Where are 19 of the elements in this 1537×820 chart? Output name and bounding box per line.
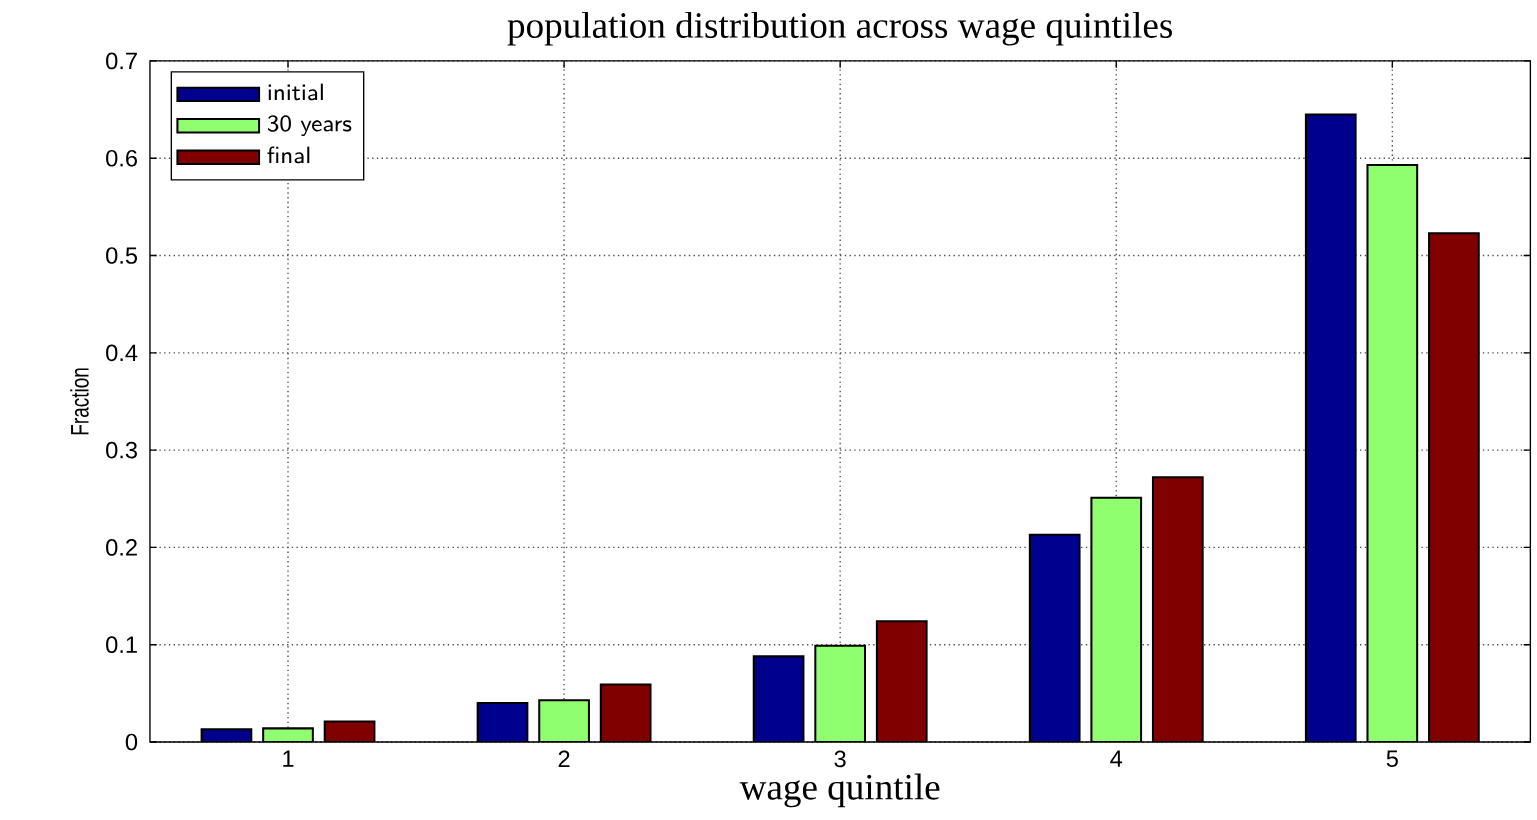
y-tick-label: 0.4: [106, 344, 138, 362]
legend-label: initial: [268, 83, 323, 101]
x-tick-label: 3: [834, 750, 846, 768]
x-tick-label: 2: [558, 750, 570, 768]
y-tick-label: 0.7: [106, 52, 137, 70]
x-tick-label: 4: [1110, 750, 1123, 767]
y-tick-label: 0.2: [106, 539, 137, 556]
x-tick-label: 1: [283, 750, 294, 767]
y-tick-label: 0.5: [106, 247, 138, 264]
x-tick-label: 5: [1386, 750, 1398, 768]
y-tick-label: 0.6: [106, 149, 137, 167]
x-axis-title: wage quintile: [739, 773, 940, 808]
y-tick-label: 0: [125, 733, 138, 751]
y-tick-label: 0.3: [106, 441, 137, 459]
chart-title: population distribution across wage quintiles: [507, 11, 1172, 46]
y-tick-label: 0.1: [106, 636, 137, 654]
legend-label: 30 years: [267, 115, 352, 137]
y-axis-title: Fraction: [70, 368, 89, 435]
legend-label: final: [267, 146, 310, 164]
